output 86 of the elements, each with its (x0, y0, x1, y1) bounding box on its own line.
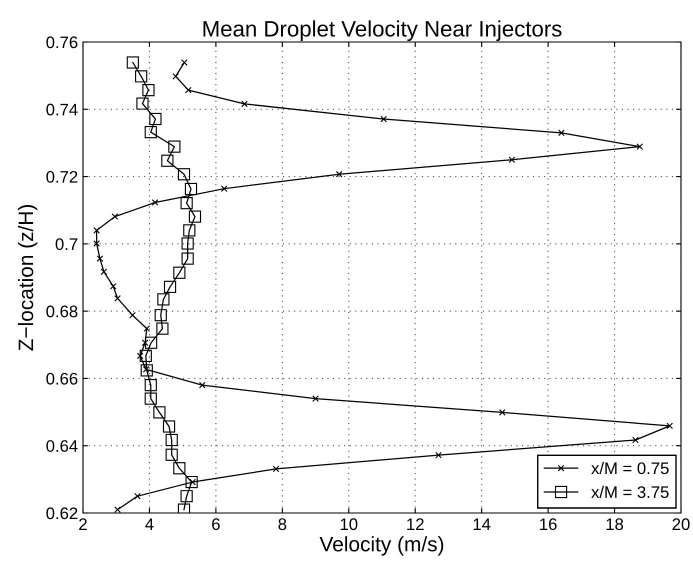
point (164, 280, 176, 294)
point (135, 70, 148, 82)
point (435, 452, 442, 458)
point (156, 322, 169, 335)
point (183, 224, 196, 237)
point (636, 143, 644, 150)
point (112, 213, 118, 220)
point (136, 97, 149, 110)
legend-label: x/M = 0.75 (591, 462, 669, 474)
point (144, 392, 157, 405)
x-tick-label: 18 (606, 518, 624, 530)
y-tick-label: 0.64 (46, 440, 78, 452)
point (184, 86, 192, 94)
x-tick-label: 14 (474, 518, 490, 530)
point (182, 237, 194, 250)
point (173, 266, 186, 279)
point (184, 182, 198, 196)
point (153, 406, 166, 419)
point (166, 434, 178, 446)
x-tick-label: 12 (407, 518, 424, 530)
point (666, 422, 674, 430)
x-tick-label: 8 (278, 518, 286, 530)
point (144, 336, 158, 349)
point (129, 312, 136, 319)
point (168, 140, 180, 153)
point (186, 476, 198, 488)
point (140, 364, 153, 376)
point (198, 382, 206, 388)
y-tick-label: 0.74 (46, 104, 78, 116)
point (140, 350, 152, 362)
point (114, 506, 121, 513)
point (172, 72, 180, 80)
point (96, 255, 104, 262)
point (93, 240, 100, 247)
point (180, 197, 193, 210)
point (632, 436, 639, 444)
y-tick-label: 0.62 (46, 507, 78, 520)
point (166, 448, 178, 461)
point (182, 252, 194, 265)
point (272, 466, 280, 472)
legend-label: x/M = 3.75 (591, 486, 669, 498)
point (114, 295, 121, 302)
y-tick-label: 0.76 (46, 36, 78, 48)
point (220, 185, 228, 192)
point (161, 154, 174, 167)
y-tick-label: 0.66 (46, 372, 78, 385)
y-tick-label: 0.68 (46, 306, 78, 318)
point (336, 170, 342, 178)
x-tick-label: 20 (672, 518, 690, 530)
point (558, 130, 565, 136)
point (136, 352, 144, 360)
chart-title: Mean Droplet Velocity Near Injectors (204, 20, 562, 42)
x-tick-label: 10 (340, 518, 358, 530)
y-axis-title: Z−location (z/H) (18, 204, 38, 351)
point (178, 168, 190, 180)
point (144, 379, 157, 392)
point (149, 112, 162, 126)
point (134, 492, 141, 500)
x-tick-label: 4 (145, 518, 154, 530)
x-tick-label: 2 (79, 518, 87, 530)
point (143, 325, 150, 332)
point (110, 282, 117, 290)
point (152, 199, 158, 206)
point (312, 395, 319, 402)
point (126, 56, 139, 69)
point (241, 100, 248, 108)
point (144, 126, 157, 138)
x-tick-label: 6 (212, 518, 220, 530)
point (180, 59, 188, 66)
point (498, 409, 506, 416)
point (142, 84, 155, 96)
point (142, 339, 148, 346)
point (173, 462, 186, 474)
x-axis-title: Velocity (m/s) (320, 536, 444, 556)
point (154, 309, 167, 322)
point (93, 227, 100, 234)
y-tick-label: 0.7 (56, 238, 78, 250)
point (508, 156, 516, 164)
point (380, 116, 387, 122)
y-tick-label: 0.72 (46, 170, 78, 183)
point (100, 268, 108, 276)
point (180, 490, 193, 502)
point (157, 293, 170, 306)
point (188, 210, 202, 223)
x-tick-label: 16 (540, 518, 557, 530)
point (162, 420, 176, 433)
